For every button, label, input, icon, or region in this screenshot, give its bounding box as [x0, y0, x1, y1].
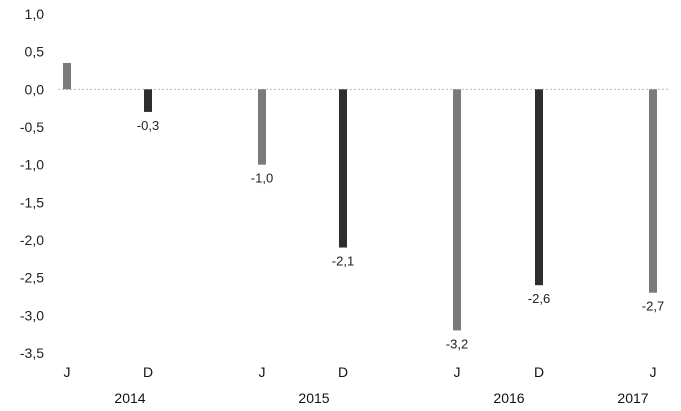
- data-label: -3,2: [446, 336, 468, 351]
- y-tick-label: 0,0: [25, 81, 45, 97]
- y-tick-label: -3,5: [20, 345, 44, 361]
- y-tick-label: -1,5: [20, 194, 44, 210]
- y-tick-label: -2,5: [20, 270, 44, 286]
- data-label: -1,0: [251, 171, 273, 186]
- data-label: -2,6: [528, 291, 550, 306]
- bar: [258, 89, 266, 165]
- year-label: 2017: [617, 390, 648, 406]
- year-label: 2016: [493, 390, 524, 406]
- y-tick-label: -2,0: [20, 232, 44, 248]
- data-label: -2,1: [332, 254, 354, 269]
- x-tick-label: D: [143, 364, 153, 380]
- y-tick-label: -3,0: [20, 307, 44, 323]
- data-label: -2,7: [642, 299, 664, 314]
- x-axis: J D J D J D J 2014 2015 2016 2017: [64, 364, 657, 406]
- year-label: 2014: [114, 390, 145, 406]
- bar: [63, 62, 71, 90]
- x-tick-label: D: [534, 364, 544, 380]
- bar: [649, 89, 657, 293]
- y-tick-label: 1,0: [25, 6, 45, 22]
- y-tick-label: 0,5: [25, 44, 45, 60]
- y-axis: 1,0 0,5 0,0 -0,5 -1,0 -1,5 -2,0 -2,5 -3,0 -3,5: [20, 6, 44, 361]
- bar: [144, 89, 152, 112]
- bar: [453, 89, 461, 331]
- y-tick-label: -1,0: [20, 157, 44, 173]
- bar: [535, 89, 543, 286]
- x-tick-label: J: [259, 364, 266, 380]
- bar: [339, 89, 347, 248]
- x-tick-label: J: [64, 364, 71, 380]
- x-tick-label: D: [338, 364, 348, 380]
- year-label: 2015: [298, 390, 329, 406]
- x-tick-label: J: [454, 364, 461, 380]
- bars: [63, 62, 657, 331]
- x-tick-label: J: [650, 364, 657, 380]
- y-tick-label: -0,5: [20, 119, 44, 135]
- data-labels: -0,3 -1,0 -2,1 -3,2 -2,6 -2,7: [137, 118, 664, 351]
- data-label: -0,3: [137, 118, 159, 133]
